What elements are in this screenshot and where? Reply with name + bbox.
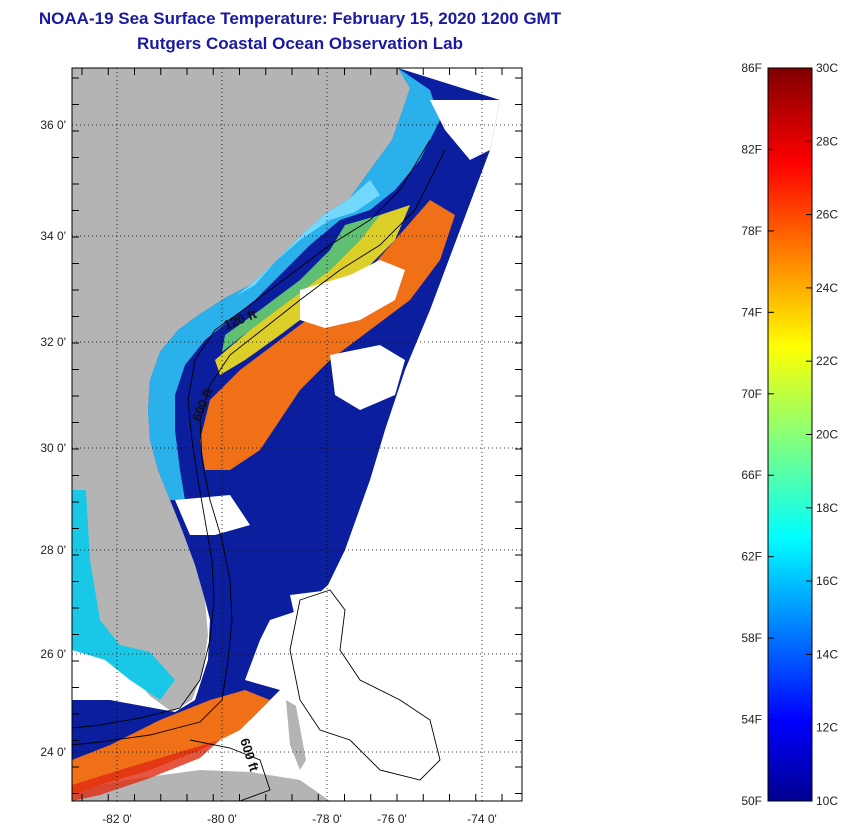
map-subtitle: Rutgers Coastal Ocean Observation Lab xyxy=(137,34,463,53)
colorbar-c-label: 14C xyxy=(816,647,838,661)
colorbar-f-label: 58F xyxy=(741,631,762,645)
cloud-patch-2 xyxy=(330,345,405,410)
colorbar-c-label: 22C xyxy=(816,354,838,368)
sst-map: 36 0' 34 0' 32 0' 30 0' 28 0' 26 0' 24 0… xyxy=(40,67,523,826)
lon-label: -74 0' xyxy=(467,812,497,826)
colorbar-f-label: 66F xyxy=(741,468,762,482)
lat-label: 30 0' xyxy=(40,441,66,455)
contour-keys xyxy=(189,739,271,801)
cloud-patch-1 xyxy=(300,260,405,328)
colorbar-c-label: 12C xyxy=(816,721,838,735)
cloud-patch-3 xyxy=(430,100,500,160)
colorbar-c-label: 24C xyxy=(816,281,838,295)
colorbar-c-label: 16C xyxy=(816,574,838,588)
map-frame xyxy=(71,67,523,802)
cloud-patch-5 xyxy=(290,590,345,655)
colorbar-c-label: 28C xyxy=(816,134,838,148)
sst-red-straits xyxy=(72,740,220,801)
contour-bahamas xyxy=(289,589,441,781)
colorbar-c-label: 26C xyxy=(816,208,838,222)
colorbar-gradient xyxy=(767,67,813,802)
latitude-labels: 36 0' 34 0' 32 0' 30 0' 28 0' 26 0' 24 0… xyxy=(40,118,66,759)
colorbar-c-label: 30C xyxy=(816,61,838,75)
colorbar-f-label: 62F xyxy=(741,550,762,564)
colorbar-f-label: 86F xyxy=(741,61,762,75)
colorbar-f-label: 50F xyxy=(741,794,762,808)
sst-green-band xyxy=(222,215,380,352)
longitude-labels: -82 0' -80 0' -78 0' -76 0' -74 0' xyxy=(102,812,497,826)
lon-label: -80 0' xyxy=(207,812,237,826)
lon-label: -82 0' xyxy=(102,812,132,826)
colorbar-c-labels: 30C 28C 26C 24C 22C 20C 18C 16C 14C 12C 10C xyxy=(806,61,838,808)
lat-label: 34 0' xyxy=(40,229,66,243)
sst-warm-straits xyxy=(72,690,270,795)
lat-label: 26 0' xyxy=(40,647,66,661)
contour-120ft xyxy=(72,139,431,729)
map-title: NOAA-19 Sea Surface Temperature: Februar… xyxy=(38,9,562,28)
colorbar-c-label: 10C xyxy=(816,794,838,808)
lat-label: 28 0' xyxy=(40,543,66,557)
colorbar-f-label: 54F xyxy=(741,713,762,727)
graticule xyxy=(72,68,522,801)
lat-label: 36 0' xyxy=(40,118,66,132)
lat-label: 32 0' xyxy=(40,335,66,349)
sst-shelf-cool xyxy=(148,68,440,500)
contour-600ft xyxy=(72,149,446,746)
colorbar-f-label: 82F xyxy=(741,142,762,156)
lon-label: -78 0' xyxy=(312,812,342,826)
sst-shelf-light xyxy=(236,180,380,296)
colorbar-f-label: 70F xyxy=(741,387,762,401)
colorbar-c-label: 18C xyxy=(816,501,838,515)
colorbar-f-labels: 86F 82F 78F 74F 70F 66F 62F 58F 54F 50F xyxy=(741,61,774,808)
cloud-patch-4 xyxy=(175,495,250,535)
colorbar-f-label: 78F xyxy=(741,224,762,238)
land-mass xyxy=(72,68,410,712)
lon-label: -76 0' xyxy=(377,812,407,826)
sst-gulf-shelf xyxy=(72,490,175,700)
colorbar-f-label: 74F xyxy=(741,305,762,319)
lat-label: 24 0' xyxy=(40,745,66,759)
bahamas-land xyxy=(286,700,306,770)
axis-ticks xyxy=(72,68,522,801)
colorbar-c-label: 20C xyxy=(816,428,838,442)
